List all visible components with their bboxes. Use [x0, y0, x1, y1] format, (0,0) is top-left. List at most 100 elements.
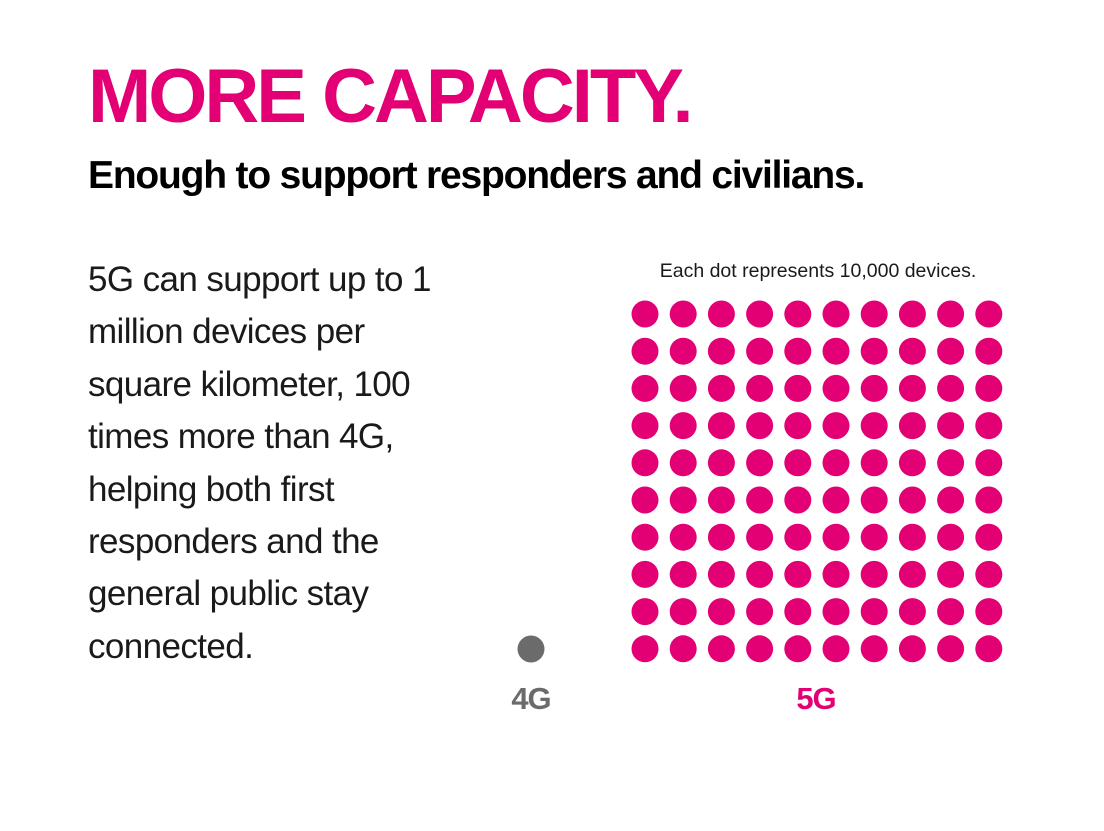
dot-5g	[631, 523, 659, 551]
dot-5g	[746, 523, 774, 551]
dot-5g	[707, 300, 735, 328]
dot-5g	[784, 449, 812, 477]
dot-5g	[860, 337, 888, 365]
dot-4g	[517, 635, 545, 663]
dot-5g	[975, 560, 1003, 588]
dot-5g	[707, 635, 735, 663]
dot-5g	[631, 337, 659, 365]
dot-5g	[746, 412, 774, 440]
dot-5g	[784, 560, 812, 588]
dot-5g	[822, 523, 850, 551]
dot-5g	[822, 412, 850, 440]
dot-5g	[822, 449, 850, 477]
dot-5g	[784, 635, 812, 663]
dot-5g	[631, 560, 659, 588]
dot-5g	[860, 449, 888, 477]
dot-5g	[707, 598, 735, 626]
dot-5g	[975, 635, 1003, 663]
dot-5g	[822, 374, 850, 402]
dot-5g	[746, 300, 774, 328]
dot-5g	[707, 374, 735, 402]
dot-5g	[631, 598, 659, 626]
dot-5g	[937, 560, 965, 588]
dot-5g	[784, 486, 812, 514]
dot-5g	[822, 300, 850, 328]
dot-5g	[860, 486, 888, 514]
dot-5g	[898, 598, 926, 626]
body-paragraph: 5G can support up to 1 million devices p…	[88, 260, 431, 666]
dot-5g	[860, 598, 888, 626]
dot-5g	[822, 635, 850, 663]
dot-5g	[898, 486, 926, 514]
dot-5g	[898, 523, 926, 551]
dot-5g	[707, 523, 735, 551]
dot-5g	[669, 300, 697, 328]
dot-5g	[746, 374, 774, 402]
dot-5g	[669, 635, 697, 663]
dot-5g	[746, 598, 774, 626]
dot-5g	[898, 337, 926, 365]
dots-5g-group	[631, 300, 1003, 663]
dot-5g	[860, 374, 888, 402]
dot-5g	[669, 374, 697, 402]
dot-5g	[669, 449, 697, 477]
dot-5g	[746, 449, 774, 477]
dot-5g	[975, 523, 1003, 551]
dot-5g	[631, 486, 659, 514]
dot-5g	[898, 449, 926, 477]
dot-5g	[746, 486, 774, 514]
dot-5g	[669, 337, 697, 365]
dot-5g	[975, 374, 1003, 402]
dot-5g	[975, 337, 1003, 365]
dot-5g	[746, 635, 774, 663]
dot-5g	[898, 374, 926, 402]
dot-5g	[975, 300, 1003, 328]
dot-5g	[631, 412, 659, 440]
chart-note: Each dot represents 10,000 devices.	[660, 260, 977, 282]
dot-5g	[631, 449, 659, 477]
dot-5g	[937, 486, 965, 514]
series-label-5g: 5G	[796, 681, 835, 716]
dot-5g	[631, 635, 659, 663]
dot-5g	[669, 412, 697, 440]
dot-5g	[937, 523, 965, 551]
dot-5g	[937, 598, 965, 626]
page-title: MORE CAPACITY.	[88, 54, 694, 139]
dots-4g-group	[517, 635, 545, 663]
dot-5g	[707, 337, 735, 365]
dot-5g	[937, 300, 965, 328]
dot-5g	[822, 598, 850, 626]
dot-5g	[784, 523, 812, 551]
dot-5g	[937, 412, 965, 440]
dot-5g	[937, 449, 965, 477]
dot-5g	[975, 412, 1003, 440]
dot-5g	[860, 412, 888, 440]
dot-5g	[898, 635, 926, 663]
dot-5g	[746, 560, 774, 588]
dot-5g	[707, 486, 735, 514]
dot-5g	[860, 635, 888, 663]
dot-5g	[784, 412, 812, 440]
dot-5g	[631, 374, 659, 402]
dot-5g	[669, 598, 697, 626]
dot-5g	[975, 449, 1003, 477]
dot-5g	[784, 337, 812, 365]
dot-5g	[784, 374, 812, 402]
dot-5g	[669, 560, 697, 588]
dot-5g	[784, 300, 812, 328]
dot-5g	[822, 337, 850, 365]
dot-5g	[707, 449, 735, 477]
dot-5g	[860, 300, 888, 328]
dot-5g	[707, 560, 735, 588]
dot-5g	[669, 523, 697, 551]
dot-5g	[937, 374, 965, 402]
dot-5g	[822, 486, 850, 514]
dot-5g	[975, 598, 1003, 626]
dot-5g	[669, 486, 697, 514]
series-label-4g: 4G	[511, 681, 550, 716]
dot-5g	[898, 300, 926, 328]
dot-5g	[784, 598, 812, 626]
dot-5g	[860, 560, 888, 588]
dot-5g	[707, 412, 735, 440]
